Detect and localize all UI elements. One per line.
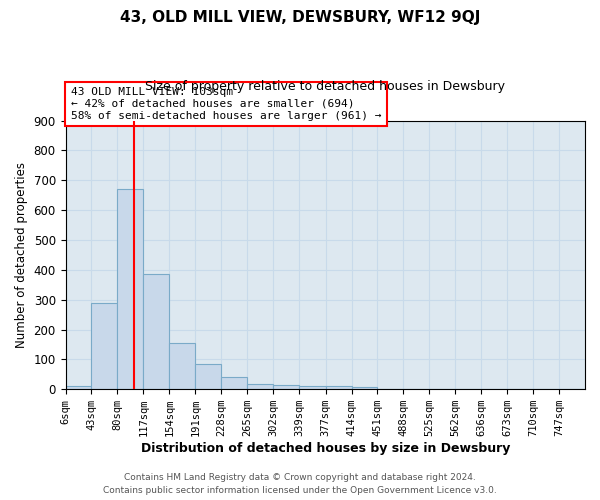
Bar <box>118 189 143 389</box>
Bar <box>221 376 247 389</box>
Bar <box>169 343 195 389</box>
Text: 43, OLD MILL VIEW, DEWSBURY, WF12 9QJ: 43, OLD MILL VIEW, DEWSBURY, WF12 9QJ <box>120 10 480 25</box>
Bar <box>247 384 273 389</box>
Bar <box>195 364 221 389</box>
X-axis label: Distribution of detached houses by size in Dewsbury: Distribution of detached houses by size … <box>140 442 510 455</box>
Text: Contains HM Land Registry data © Crown copyright and database right 2024.
Contai: Contains HM Land Registry data © Crown c… <box>103 474 497 495</box>
Bar <box>273 384 299 389</box>
Bar <box>143 274 169 389</box>
Bar <box>352 387 377 389</box>
Text: 43 OLD MILL VIEW: 103sqm
← 42% of detached houses are smaller (694)
58% of semi-: 43 OLD MILL VIEW: 103sqm ← 42% of detach… <box>71 88 381 120</box>
Title: Size of property relative to detached houses in Dewsbury: Size of property relative to detached ho… <box>145 80 505 93</box>
Y-axis label: Number of detached properties: Number of detached properties <box>15 162 28 348</box>
Bar <box>326 386 352 389</box>
Bar <box>65 386 91 389</box>
Bar <box>91 302 118 389</box>
Bar <box>299 386 326 389</box>
